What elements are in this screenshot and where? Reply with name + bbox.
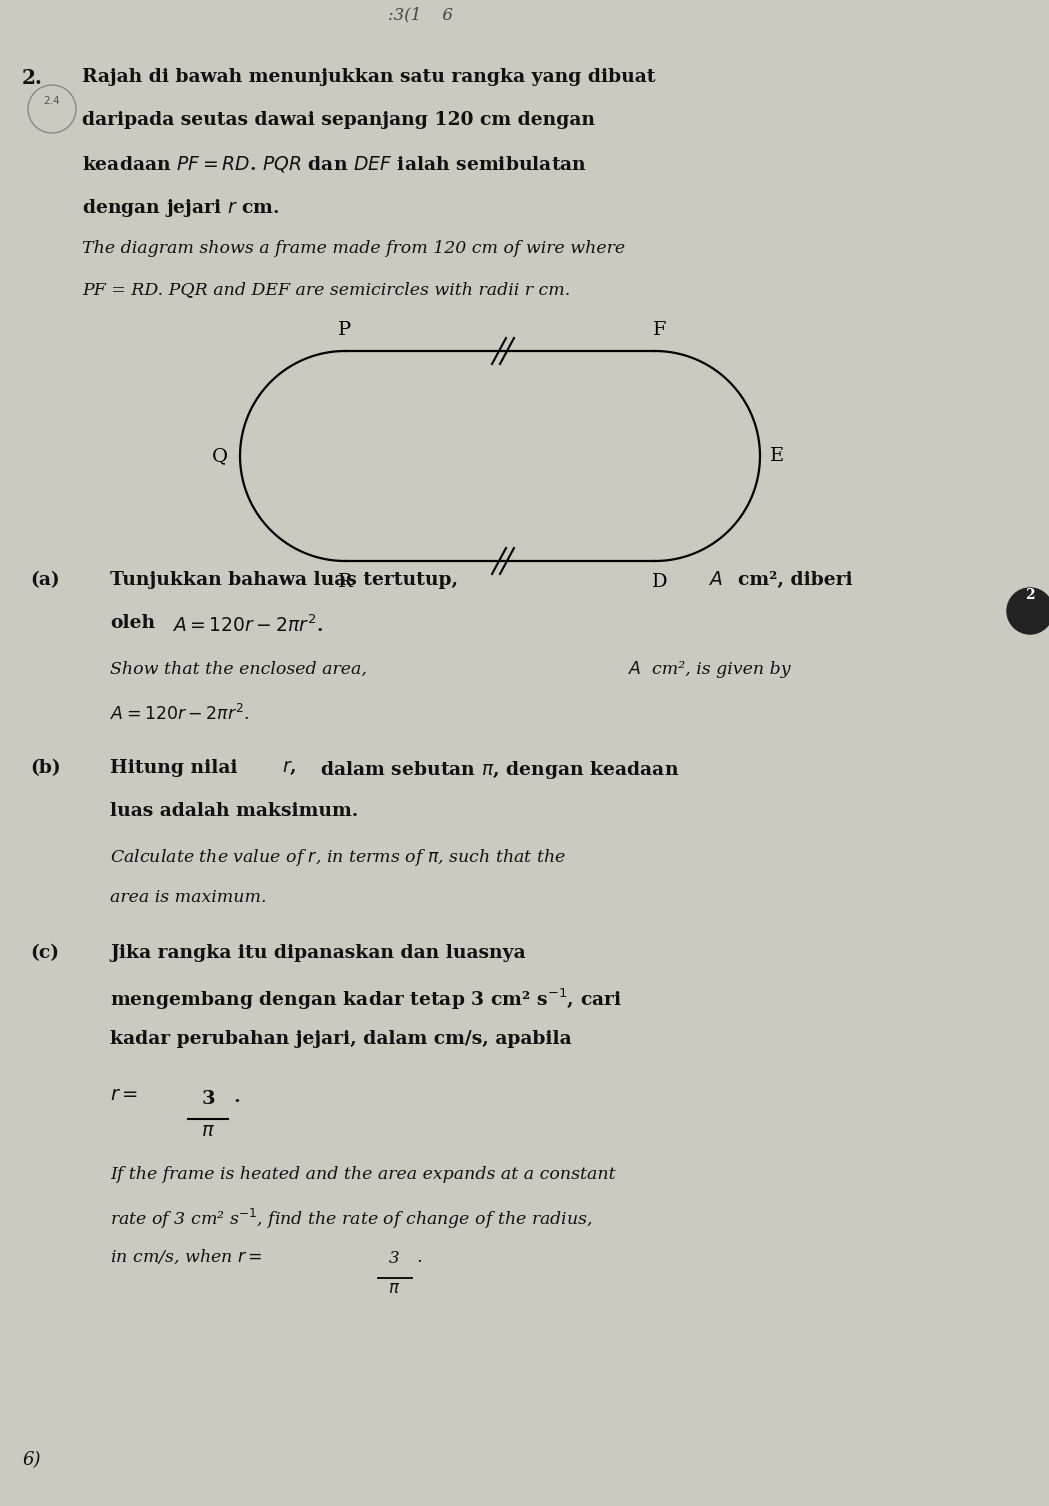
Text: $A$: $A$ <box>708 571 723 589</box>
Text: .: . <box>416 1248 422 1267</box>
Text: Q: Q <box>212 447 228 465</box>
Text: 2.4: 2.4 <box>44 96 60 105</box>
Text: $A = 120r - 2\pi r^2$.: $A = 120r - 2\pi r^2$. <box>172 614 323 636</box>
Text: $A = 120r - 2\pi r^2$.: $A = 120r - 2\pi r^2$. <box>110 703 250 724</box>
Text: Tunjukkan bahawa luas tertutup,: Tunjukkan bahawa luas tertutup, <box>110 571 458 589</box>
Text: kadar perubahan jejari, dalam cm/s, apabila: kadar perubahan jejari, dalam cm/s, apab… <box>110 1030 572 1048</box>
Text: dengan jejari $r$ cm.: dengan jejari $r$ cm. <box>82 197 280 218</box>
Text: Jika rangka itu dipanaskan dan luasnya: Jika rangka itu dipanaskan dan luasnya <box>110 944 526 962</box>
Text: D: D <box>652 572 668 590</box>
Text: luas adalah maksimum.: luas adalah maksimum. <box>110 803 359 819</box>
Text: 6): 6) <box>22 1450 41 1468</box>
Text: $r = $: $r = $ <box>110 1086 138 1104</box>
Text: area is maximum.: area is maximum. <box>110 889 266 907</box>
Text: (a): (a) <box>30 571 60 589</box>
Text: mengembang dengan kadar tetap 3 cm² s$^{-1}$, cari: mengembang dengan kadar tetap 3 cm² s$^{… <box>110 986 622 1012</box>
Text: rate of 3 cm² s$^{-1}$, find the rate of change of the radius,: rate of 3 cm² s$^{-1}$, find the rate of… <box>110 1206 593 1230</box>
Text: daripada seutas dawai sepanjang 120 cm dengan: daripada seutas dawai sepanjang 120 cm d… <box>82 111 595 130</box>
Text: (b): (b) <box>30 759 61 777</box>
Text: R: R <box>338 572 352 590</box>
Text: (c): (c) <box>30 944 59 962</box>
Text: PF = RD. PQR and DEF are semicircles with radii r cm.: PF = RD. PQR and DEF are semicircles wit… <box>82 282 571 298</box>
Text: E: E <box>770 447 784 465</box>
Text: 3: 3 <box>201 1090 215 1108</box>
Text: $A$: $A$ <box>628 661 642 678</box>
Text: :3(1    6: :3(1 6 <box>387 6 452 23</box>
Text: .: . <box>233 1087 240 1105</box>
Circle shape <box>1007 587 1049 634</box>
Text: 2: 2 <box>1025 587 1034 602</box>
Text: Calculate the value of $r$, in terms of $\pi$, such that the: Calculate the value of $r$, in terms of … <box>110 846 566 867</box>
Text: Hitung nilai: Hitung nilai <box>110 759 237 777</box>
Text: oleh: oleh <box>110 614 155 633</box>
Text: in cm/s, when $r = $: in cm/s, when $r = $ <box>110 1248 262 1267</box>
Text: Rajah di bawah menunjukkan satu rangka yang dibuat: Rajah di bawah menunjukkan satu rangka y… <box>82 68 656 86</box>
Text: $r$,: $r$, <box>282 759 297 777</box>
Text: $\pi$: $\pi$ <box>388 1280 400 1297</box>
Text: If the frame is heated and the area expands at a constant: If the frame is heated and the area expa… <box>110 1166 616 1184</box>
Text: keadaan $PF = RD$. $PQR$ dan $DEF$ ialah semibulatan: keadaan $PF = RD$. $PQR$ dan $DEF$ ialah… <box>82 154 587 175</box>
Text: 2.: 2. <box>22 68 43 87</box>
Text: $\pi$: $\pi$ <box>201 1122 215 1140</box>
Text: dalam sebutan $\pi$, dengan keadaan: dalam sebutan $\pi$, dengan keadaan <box>320 759 680 782</box>
Text: P: P <box>339 321 351 339</box>
Text: F: F <box>654 321 667 339</box>
Text: 3: 3 <box>389 1250 400 1267</box>
Text: cm², is given by: cm², is given by <box>652 661 791 678</box>
Text: cm², diberi: cm², diberi <box>738 571 853 589</box>
Text: Show that the enclosed area,: Show that the enclosed area, <box>110 661 367 678</box>
Text: The diagram shows a frame made from 120 cm of wire where: The diagram shows a frame made from 120 … <box>82 239 625 258</box>
